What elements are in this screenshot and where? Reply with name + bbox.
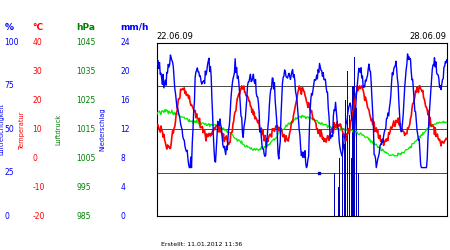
Text: 12: 12 [120, 125, 130, 134]
Bar [338, 187, 339, 216]
Bar [356, 108, 357, 216]
Text: 0: 0 [4, 212, 9, 221]
Text: 20: 20 [120, 67, 130, 76]
Text: °C: °C [32, 22, 44, 32]
Text: 40: 40 [32, 38, 42, 47]
Text: 1005: 1005 [76, 154, 96, 163]
Text: 50: 50 [4, 125, 14, 134]
Bar [358, 173, 360, 216]
Text: 28.06.09: 28.06.09 [410, 32, 447, 41]
Text: -10: -10 [32, 183, 45, 192]
Bar [344, 144, 345, 216]
Text: 1045: 1045 [76, 38, 96, 47]
Text: 75: 75 [4, 82, 14, 90]
Text: 4: 4 [120, 183, 125, 192]
Text: 10: 10 [32, 125, 42, 134]
Text: 0: 0 [120, 212, 125, 221]
Text: 8: 8 [120, 154, 125, 163]
Text: Niederschlag: Niederschlag [99, 108, 106, 151]
Text: -20: -20 [32, 212, 45, 221]
Text: 24: 24 [120, 38, 130, 47]
Text: 1025: 1025 [76, 96, 96, 105]
Text: mm/h: mm/h [120, 22, 148, 32]
Text: Erstellt: 11.01.2012 11:36: Erstellt: 11.01.2012 11:36 [161, 242, 243, 248]
Text: 30: 30 [32, 67, 42, 76]
Text: 20: 20 [32, 96, 42, 105]
Text: Luftdruck: Luftdruck [55, 114, 62, 145]
Bar [346, 72, 348, 216]
Bar [339, 158, 341, 216]
Bar [354, 57, 355, 216]
Bar [349, 115, 350, 216]
Text: Temperatur: Temperatur [18, 110, 25, 148]
Text: 16: 16 [120, 96, 130, 105]
Text: hPa: hPa [76, 22, 95, 32]
Text: 0: 0 [32, 154, 37, 163]
Text: 995: 995 [76, 183, 91, 192]
Text: %: % [4, 22, 13, 32]
Bar [352, 86, 354, 216]
Text: Luftfeuchtigkeit: Luftfeuchtigkeit [0, 104, 5, 155]
Text: 25: 25 [4, 168, 14, 177]
Text: 100: 100 [4, 38, 19, 47]
Text: 985: 985 [76, 212, 91, 221]
Text: 1035: 1035 [76, 67, 96, 76]
Text: 1015: 1015 [76, 125, 96, 134]
Bar [334, 173, 335, 216]
Bar [351, 158, 352, 216]
Text: 22.06.09: 22.06.09 [157, 32, 194, 41]
Bar [345, 100, 347, 216]
